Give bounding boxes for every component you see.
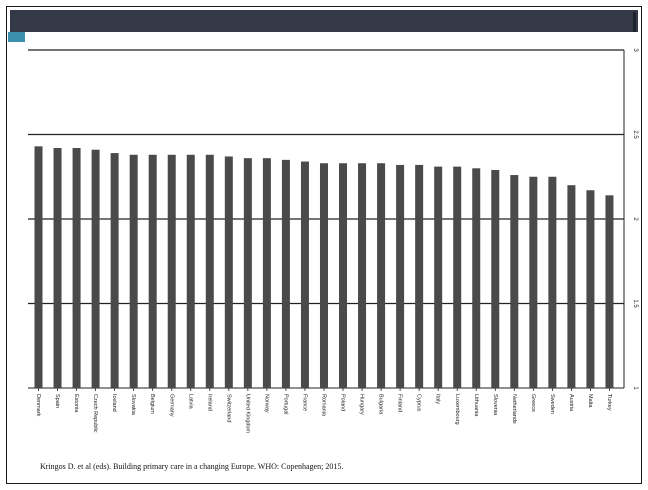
bar-ireland <box>205 154 214 388</box>
bar-denmark <box>34 146 43 388</box>
bar-turkey <box>605 195 614 388</box>
bar-poland <box>339 163 348 388</box>
x-tick-label: Portugal <box>282 394 288 415</box>
y-tick-label: 1.5 <box>632 299 638 308</box>
x-tick-label: Cyprus <box>416 394 422 412</box>
bar-germany <box>167 154 176 388</box>
slide-accent-line <box>24 32 25 42</box>
x-tick-label: Denmark <box>35 394 41 417</box>
x-tick-label: Slovakia <box>130 394 136 416</box>
x-tick-label: Sweden <box>549 394 555 414</box>
x-tick-label: Germany <box>168 394 174 417</box>
bar-iceland <box>110 153 119 388</box>
x-tick-label: Luxembourg <box>454 394 460 425</box>
x-tick-label: Lithuania <box>473 394 479 417</box>
slide-accent-bar <box>8 32 24 42</box>
x-tick-label: Romania <box>321 394 327 417</box>
x-tick-label: Estonia <box>73 394 79 413</box>
bar-lithuania <box>472 168 481 388</box>
bar-norway <box>262 158 271 388</box>
x-tick-label: Netherlands <box>511 394 517 424</box>
x-tick-label: Malta <box>587 394 593 408</box>
x-tick-label: Greece <box>530 394 536 412</box>
y-tick-label: 1 <box>632 386 638 390</box>
bar-portugal <box>281 159 290 388</box>
x-tick-label: Czech Republic <box>92 394 98 433</box>
x-tick-label: Turkey <box>606 394 612 411</box>
bar-france <box>300 161 309 388</box>
bar-spain <box>53 148 62 388</box>
bar-belgium <box>148 154 157 388</box>
bar-czech-republic <box>91 149 100 388</box>
bar-cyprus <box>415 164 424 388</box>
bar-austria <box>567 185 576 388</box>
axes <box>38 50 625 391</box>
bar-finland <box>396 164 405 388</box>
header-corner-mark <box>633 12 636 32</box>
bar-sweden <box>548 176 557 388</box>
y-tick-label: 2 <box>632 217 638 221</box>
x-tick-label: Bulgaria <box>378 394 384 415</box>
x-tick-label: Slovenia <box>492 394 498 416</box>
bar-luxembourg <box>453 166 462 388</box>
bar-latvia <box>186 154 195 388</box>
bar-united-kingdom <box>243 158 252 388</box>
bars <box>34 146 614 388</box>
x-tick-label: Poland <box>340 394 346 411</box>
bar-slovakia <box>129 154 138 388</box>
bar-hungary <box>358 163 367 388</box>
slide-header-band <box>10 10 638 32</box>
y-tick-label: 2.5 <box>632 130 638 139</box>
x-tick-labels: Denmark Spain Estonia Czech Republic Iceland… <box>35 394 612 434</box>
x-tick-label: Switzerland <box>225 394 231 422</box>
bar-netherlands <box>510 175 519 388</box>
y-tick-label: 3 <box>632 48 638 52</box>
x-tick-label: France <box>301 394 307 411</box>
bar-italy <box>434 166 443 388</box>
source-citation: Kringos D. et al (eds). Building primary… <box>40 462 344 471</box>
y-tick-labels: 1 1.5 2 2.5 3 <box>632 48 638 390</box>
x-tick-label: Hungary <box>359 394 365 415</box>
x-tick-label: Spain <box>54 394 60 408</box>
x-tick-label: Latvia <box>187 394 193 410</box>
bar-switzerland <box>224 156 233 388</box>
bar-malta <box>586 190 595 388</box>
bar-estonia <box>72 148 81 388</box>
x-tick-label: Austria <box>568 394 574 412</box>
x-tick-label: Iceland <box>111 394 117 412</box>
bar-greece <box>529 176 538 388</box>
x-tick-label: United Kingdom <box>244 394 250 434</box>
x-tick-label: Finland <box>397 394 403 412</box>
x-tick-label: Italy <box>435 394 441 404</box>
bar-romania <box>319 163 328 388</box>
x-tick-label: Norway <box>263 394 269 413</box>
x-tick-label: Belgium <box>149 394 155 414</box>
bar-bulgaria <box>377 163 386 388</box>
x-tick-label: Ireland <box>206 394 212 411</box>
bar-slovenia <box>491 169 500 388</box>
